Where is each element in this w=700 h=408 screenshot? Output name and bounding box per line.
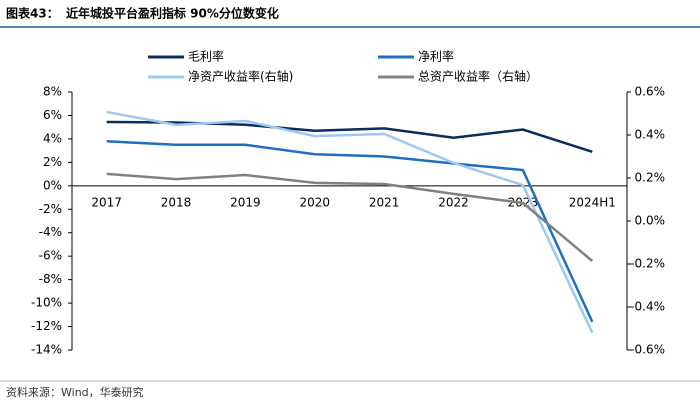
- source: 资料来源：Wind，华泰研究: [6, 385, 144, 399]
- y-tick-label: -8%: [39, 272, 62, 286]
- series-line: [106, 140, 594, 323]
- x-tick-label: 2017: [91, 195, 122, 209]
- series-line: [106, 110, 594, 334]
- x-tick-label: 2022: [438, 195, 469, 209]
- legend-label: 毛利率: [188, 49, 224, 64]
- y2-tick-label: 0.4%: [635, 128, 666, 142]
- x-tick-label: 2019: [230, 195, 261, 209]
- title-label: 图表43：: [6, 6, 59, 21]
- y2-tick-label: -0.6%: [630, 343, 665, 357]
- y2-tick-label: 0.6%: [635, 85, 666, 99]
- y-tick-label: 6%: [43, 108, 62, 122]
- x-tick-label: 2021: [369, 195, 400, 209]
- y-tick-label: 2%: [43, 155, 62, 169]
- y-tick-label: 4%: [43, 131, 62, 145]
- y-tick-label: -12%: [31, 319, 62, 333]
- y2-tick-label: 0.2%: [635, 171, 666, 185]
- x-tick-label: 2024H1: [569, 195, 616, 209]
- y-tick-label: -4%: [39, 225, 62, 239]
- x-tick-label: 2020: [300, 195, 331, 209]
- y-tick-label: -14%: [31, 343, 62, 357]
- x-tick-label: 2018: [161, 195, 192, 209]
- y-tick-label: 0%: [43, 178, 62, 192]
- y-tick-label: -10%: [31, 296, 62, 310]
- chart-title: 近年城投平台盈利指标 90%分位数变化: [66, 6, 279, 21]
- y-tick-label: -2%: [39, 202, 62, 216]
- legend-label: 净利率: [418, 49, 454, 64]
- legend-label: 净资产收益率(右轴): [188, 69, 293, 84]
- legend-label: 总资产收益率（右轴）: [418, 69, 538, 84]
- y2-tick-label: 0.0%: [635, 214, 666, 228]
- series-line: [106, 172, 594, 262]
- y2-tick-label: -0.4%: [630, 300, 665, 314]
- y-tick-label: 8%: [43, 85, 62, 99]
- y-tick-label: -6%: [39, 249, 62, 263]
- y2-tick-label: -0.2%: [630, 257, 665, 271]
- series-line: [106, 120, 593, 153]
